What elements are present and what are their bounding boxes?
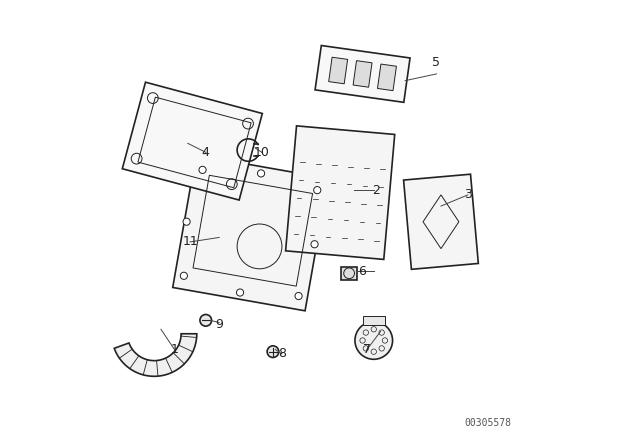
Bar [341,267,357,280]
Polygon shape [315,46,410,102]
Circle shape [180,272,188,280]
Text: 5: 5 [433,56,440,69]
Text: 1: 1 [170,343,179,356]
Circle shape [295,293,302,300]
Text: 7: 7 [363,343,371,356]
Polygon shape [329,57,348,84]
Circle shape [311,241,318,248]
Circle shape [267,346,279,358]
Text: 6: 6 [358,264,367,278]
Polygon shape [173,155,328,311]
Text: 8: 8 [278,347,286,361]
Text: 9: 9 [215,318,223,332]
Circle shape [355,322,392,359]
Polygon shape [285,126,395,259]
Polygon shape [122,82,262,200]
Polygon shape [378,64,396,90]
Circle shape [314,186,321,194]
Text: 2: 2 [372,184,380,197]
Text: 00305578: 00305578 [465,418,511,428]
Circle shape [199,166,206,173]
Text: 11: 11 [182,235,198,249]
Text: 10: 10 [254,146,269,159]
Polygon shape [404,174,478,269]
Circle shape [236,289,244,296]
Text: 3: 3 [464,188,472,202]
Polygon shape [115,334,197,376]
Circle shape [200,314,212,326]
Circle shape [183,218,190,225]
Polygon shape [353,60,372,87]
Circle shape [257,170,265,177]
Text: 4: 4 [202,146,210,159]
Bar [362,316,385,325]
